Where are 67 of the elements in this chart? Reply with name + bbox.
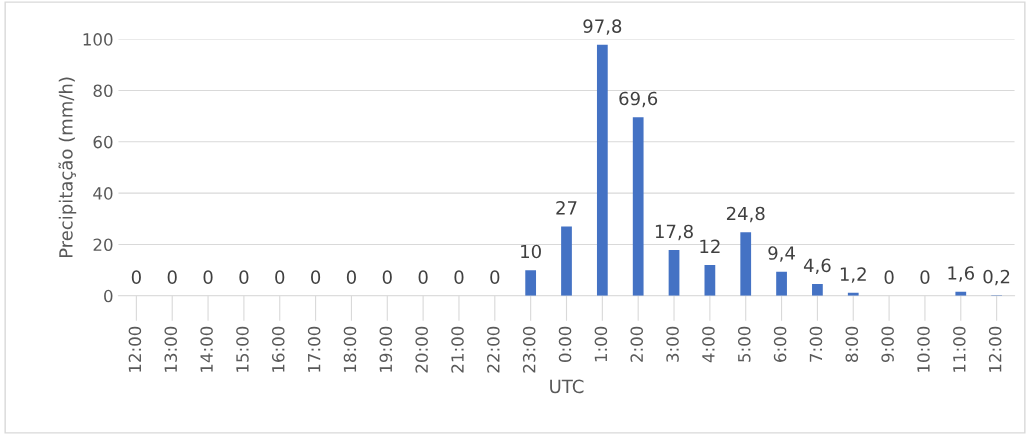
bar: [561, 226, 572, 296]
data-label: 0: [239, 270, 249, 284]
x-tick-label: 12:00: [988, 326, 1002, 372]
x-tick-label: 2:00: [630, 326, 644, 362]
x-tick-label: 22:00: [487, 326, 500, 373]
data-label: 12: [700, 239, 720, 253]
data-label: 9,4: [768, 246, 795, 262]
bar: [596, 44, 608, 296]
x-tick-label: 4:00: [702, 326, 715, 363]
data-label: 27: [556, 201, 577, 215]
data-label: 10: [521, 244, 541, 259]
x-tick-label: 1:00: [594, 326, 608, 362]
data-label: 0: [382, 270, 392, 284]
bar: [776, 271, 787, 296]
x-tick-label: 3:00: [666, 326, 679, 362]
data-label: 0: [418, 270, 428, 284]
x-tick-label: 12:00: [128, 326, 142, 372]
data-label: 1,6: [948, 266, 974, 282]
data-label: 0,2: [983, 269, 1010, 286]
data-label: 69,6: [619, 91, 658, 108]
data-label: 0: [490, 270, 500, 284]
bar: [740, 232, 752, 296]
data-label: 4,6: [803, 258, 831, 274]
x-tick-label: 23:00: [522, 326, 536, 373]
x-tick-label: 15:00: [236, 326, 249, 372]
data-label: 0: [275, 270, 285, 284]
x-tick-label: 20:00: [415, 326, 428, 373]
data-label: 0: [203, 270, 213, 284]
bar: [525, 270, 537, 296]
x-tick-label: 11:00: [953, 326, 966, 372]
data-label: 0: [884, 270, 894, 284]
x-tick-label: 10:00: [917, 326, 930, 372]
x-tick-label: 14:00: [200, 326, 213, 372]
x-tick-label: 9:00: [881, 326, 894, 363]
x-tick-label: 8:00: [845, 326, 859, 362]
x-tick-label: 17:00: [307, 326, 321, 372]
bar: [668, 250, 680, 296]
x-tick-label: 18:00: [343, 326, 357, 372]
bar: [812, 283, 823, 296]
data-label: 0: [920, 270, 930, 284]
data-label: 0: [454, 270, 464, 284]
x-tick-label: 16:00: [271, 326, 285, 372]
y-tick-label: 40: [93, 187, 113, 200]
x-axis-title: UTC: [550, 379, 584, 394]
x-tick-label: 6:00: [773, 326, 787, 362]
y-axis-title: Precipitação (mm/h): [58, 77, 77, 258]
x-tick-label: 5:00: [737, 326, 751, 362]
y-tick-label: 100: [83, 33, 113, 46]
y-tick-label: 60: [93, 135, 113, 149]
x-tick-label: 13:00: [164, 326, 178, 372]
bar: [704, 265, 716, 296]
data-label: 0: [167, 270, 177, 284]
y-tick-label: 20: [93, 238, 113, 252]
x-tick-label: 21:00: [451, 326, 464, 373]
y-tick-label: 0: [104, 289, 113, 303]
data-label: 1,2: [840, 267, 866, 283]
x-tick-label: 0:00: [558, 326, 572, 362]
data-label: 0: [131, 270, 141, 284]
x-tick-label: 19:00: [379, 326, 393, 372]
data-label: 0: [311, 270, 321, 284]
data-label: 17,8: [655, 224, 693, 241]
y-tick-label: 80: [93, 84, 113, 98]
data-label: 24,8: [726, 206, 765, 223]
data-label: 0: [346, 270, 356, 284]
x-tick-label: 7:00: [809, 326, 823, 362]
data-label: 97,8: [583, 19, 622, 35]
bar: [632, 117, 644, 296]
